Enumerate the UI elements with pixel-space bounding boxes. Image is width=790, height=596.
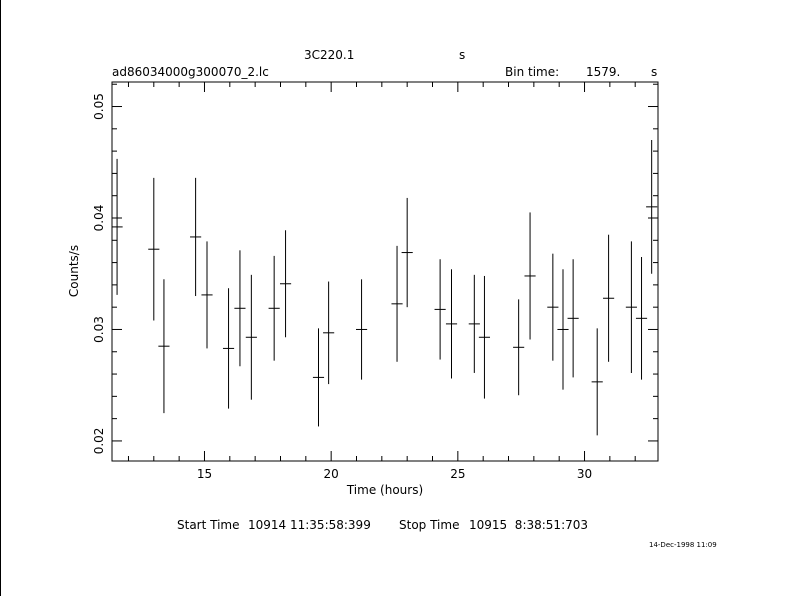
left-border [0, 0, 1, 596]
x-tick-label: 30 [577, 467, 592, 481]
axes-group: 15 20 25 30 0.02 0.03 0.04 0.05 [92, 82, 658, 481]
filename-label: ad86034000g300070_2.lc [112, 65, 269, 79]
data-point [646, 139, 658, 274]
object-name: 3C220.1 [304, 48, 354, 62]
y-tick-label: 0.03 [92, 316, 106, 343]
data-point [279, 230, 292, 338]
data-point [445, 269, 458, 379]
data-point [234, 250, 246, 367]
data-point [591, 328, 603, 436]
data-point [323, 281, 335, 385]
start-time-value: 10914 11:35:58:399 [248, 518, 371, 532]
y-axis-label: Counts/s [67, 245, 81, 297]
data-point [148, 177, 160, 321]
bin-time-label: Bin time: [505, 65, 559, 79]
data-point [434, 259, 446, 360]
data-point [557, 269, 569, 390]
x-tick-label: 20 [324, 467, 339, 481]
stop-time-value: 10915 8:38:51:703 [469, 518, 588, 532]
plot-timestamp: 14-Dec-1998 11:09 [649, 541, 717, 549]
data-point [635, 257, 648, 380]
data-point [478, 275, 491, 399]
stop-time-label: Stop Time [399, 518, 459, 532]
data-point [201, 241, 213, 349]
data-point [245, 274, 257, 400]
x-tick-label: 25 [450, 467, 465, 481]
x-tick-label: 15 [197, 467, 212, 481]
y-tick-label: 0.02 [92, 428, 106, 455]
data-point [312, 328, 325, 427]
bin-time-unit: s [651, 65, 657, 79]
data-point [391, 245, 403, 362]
data-point [547, 253, 559, 361]
data-point [567, 259, 579, 378]
data-point [524, 212, 536, 340]
data-point [190, 177, 202, 297]
x-axis-label: Time (hours) [346, 483, 423, 497]
data-point [158, 279, 170, 414]
start-time-label: Start Time [177, 518, 240, 532]
bin-time-value: 1579. [586, 65, 620, 79]
data-point [401, 197, 413, 308]
data-points-group [112, 139, 658, 436]
data-point [603, 234, 615, 362]
y-tick-label: 0.04 [92, 205, 106, 232]
data-point [112, 158, 123, 295]
object-units: s [459, 48, 465, 62]
data-point [355, 279, 368, 380]
data-point [268, 255, 280, 361]
data-point [513, 299, 525, 396]
data-point [625, 241, 637, 373]
data-point [222, 288, 235, 409]
y-tick-label: 0.05 [92, 93, 106, 120]
plot-frame [111, 81, 659, 462]
data-point [468, 274, 480, 373]
